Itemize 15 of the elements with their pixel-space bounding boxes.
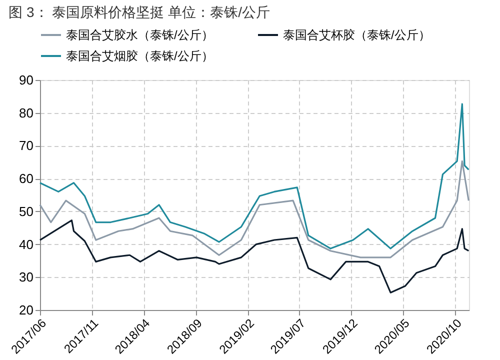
legend-label: 泰国合艾胶水（泰铢/公斤）: [66, 28, 214, 42]
y-tick-label: 30: [19, 270, 34, 285]
y-tick-label: 50: [19, 204, 34, 219]
legend-label: 泰国合艾杯胶（泰铢/公斤）: [283, 28, 430, 42]
y-tick-label: 20: [19, 302, 34, 318]
y-tick-label: 70: [19, 138, 34, 154]
line-series: [39, 160, 470, 258]
y-tick-label: 80: [19, 105, 34, 120]
y-tick-label: 60: [19, 171, 34, 186]
y-tick-label: 40: [19, 236, 34, 252]
legend-label: 泰国合艾烟胶（泰铢/公斤）: [66, 49, 214, 63]
line-series: [39, 220, 470, 294]
line-series: [39, 103, 470, 250]
chart-title: 图 3： 泰国原料价格坚挺 单位：泰铢/公斤: [8, 4, 270, 20]
y-tick-label: 90: [19, 72, 34, 88]
